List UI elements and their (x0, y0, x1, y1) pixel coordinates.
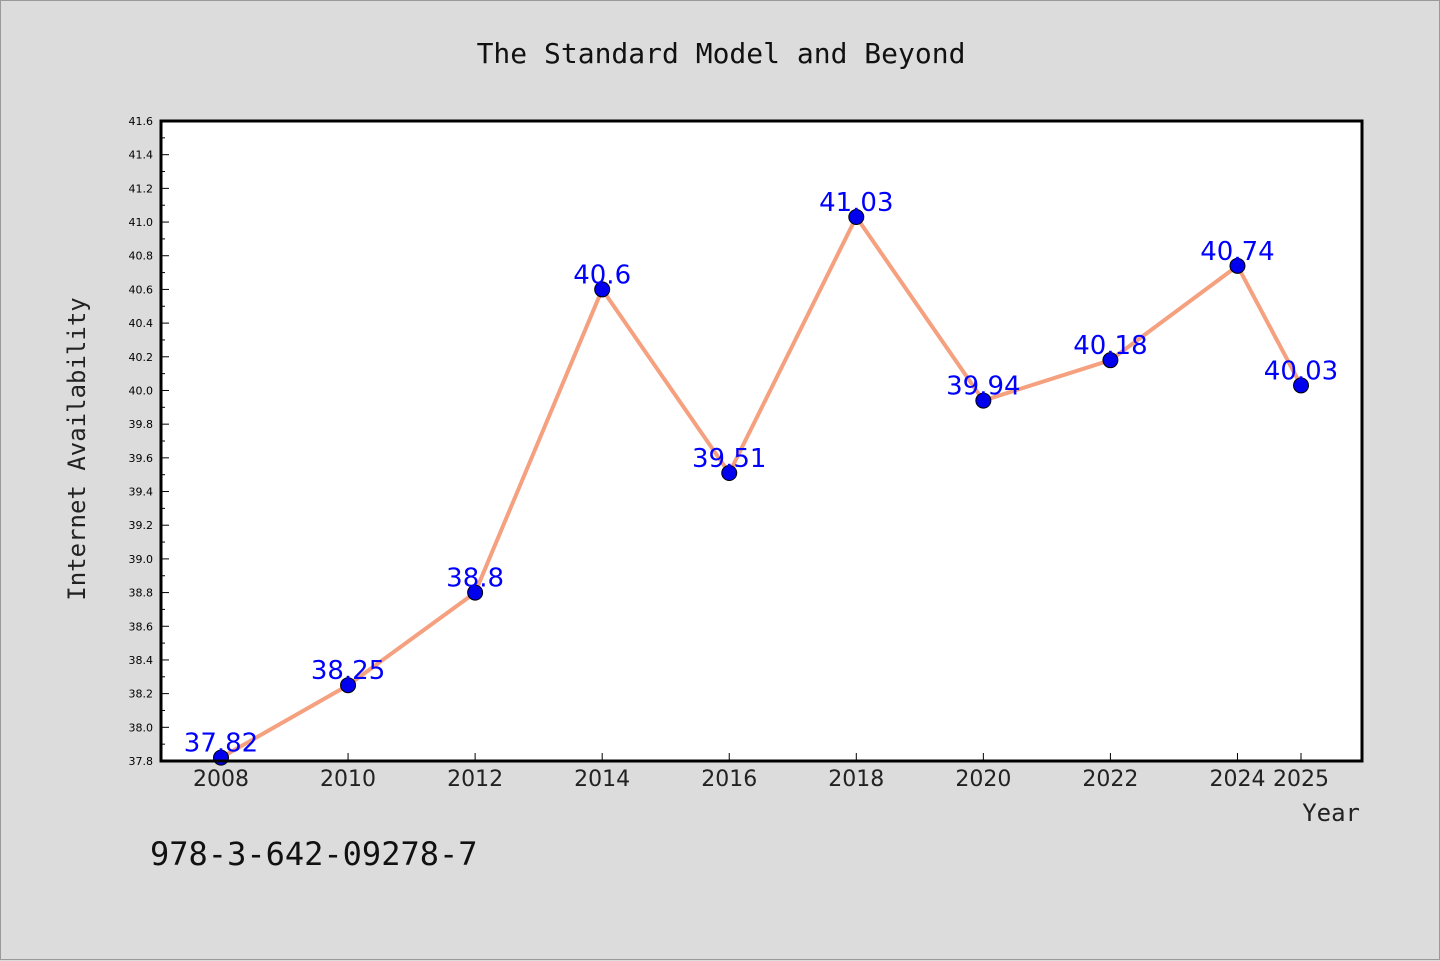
data-point (467, 584, 484, 601)
y-tick-label: 39.2 (129, 519, 154, 532)
y-tick-label: 41.6 (129, 115, 154, 128)
y-axis: 37.8 38.0 38.2 38.4 38.6 38.8 39.0 39.2 39.4 39.6… (129, 115, 169, 768)
x-tick-label: 2014 (574, 767, 630, 792)
data-point (975, 392, 992, 409)
y-tick-label: 39.6 (129, 452, 154, 465)
y-tick-label: 40.6 (129, 283, 154, 296)
y-tick-label: 41.2 (129, 182, 154, 195)
x-tick-label: 2018 (828, 767, 884, 792)
data-point (1102, 352, 1119, 369)
data-labels: 37.82 38.25 38.8 40.6 39.51 41.03 39.94 40.18 40… (184, 188, 1338, 759)
data-point (1293, 377, 1309, 394)
x-axis: 2008 2010 2012 2014 2016 2018 2020 2022 2024 2025 (193, 753, 1329, 792)
series-line (219, 215, 1303, 760)
y-tick-label: 38.0 (129, 721, 154, 734)
data-label: 41.03 (819, 188, 893, 218)
y-tick-label: 37.8 (129, 755, 154, 768)
x-tick-label: 2008 (193, 767, 249, 792)
y-axis-label: Internet Availability (63, 297, 91, 600)
y-tick-label: 39.8 (129, 418, 154, 431)
data-point (594, 281, 611, 298)
chart-title: The Standard Model and Beyond (477, 37, 966, 70)
y-tick-label: 41.0 (129, 216, 154, 229)
data-label: 40.6 (573, 260, 631, 290)
x-tick-label: 2020 (955, 767, 1011, 792)
y-tick-label: 41.4 (129, 149, 154, 162)
x-axis-label: Year (1302, 799, 1360, 827)
data-label: 38.25 (311, 656, 385, 686)
data-point (1229, 257, 1246, 274)
x-tick-label: 2010 (320, 767, 376, 792)
y-tick-label: 39.0 (129, 553, 154, 566)
y-tick-label: 40.2 (129, 351, 154, 364)
x-tick-label: 2022 (1082, 767, 1138, 792)
data-point (340, 677, 357, 694)
data-label: 37.82 (184, 729, 258, 759)
plot-border (159, 119, 1364, 763)
plot-area (161, 121, 1362, 761)
y-tick-label: 39.4 (129, 486, 154, 499)
x-tick-label: 2025 (1273, 767, 1329, 792)
data-label: 40.03 (1264, 356, 1338, 386)
y-tick-label: 40.4 (129, 317, 154, 330)
y-tick-label: 38.4 (129, 654, 154, 667)
data-point (848, 209, 865, 225)
x-tick-label: 2012 (447, 767, 503, 792)
data-label: 40.18 (1073, 331, 1147, 361)
y-tick-label: 40.8 (129, 250, 154, 263)
y-tick-label: 38.8 (129, 587, 154, 600)
footer-isbn: 978-3-642-09278-7 (150, 835, 478, 873)
x-tick-label: 2016 (701, 767, 757, 792)
y-tick-label: 38.6 (129, 620, 154, 633)
data-point (721, 465, 738, 481)
y-tick-label: 40.0 (129, 384, 154, 397)
data-label: 39.51 (692, 444, 766, 474)
data-label: 39.94 (946, 372, 1020, 402)
data-label: 38.8 (446, 564, 504, 594)
data-label: 40.74 (1200, 237, 1274, 267)
series-group (213, 209, 1309, 766)
y-tick-label: 38.2 (129, 688, 154, 701)
x-tick-label: 2024 (1209, 767, 1265, 792)
